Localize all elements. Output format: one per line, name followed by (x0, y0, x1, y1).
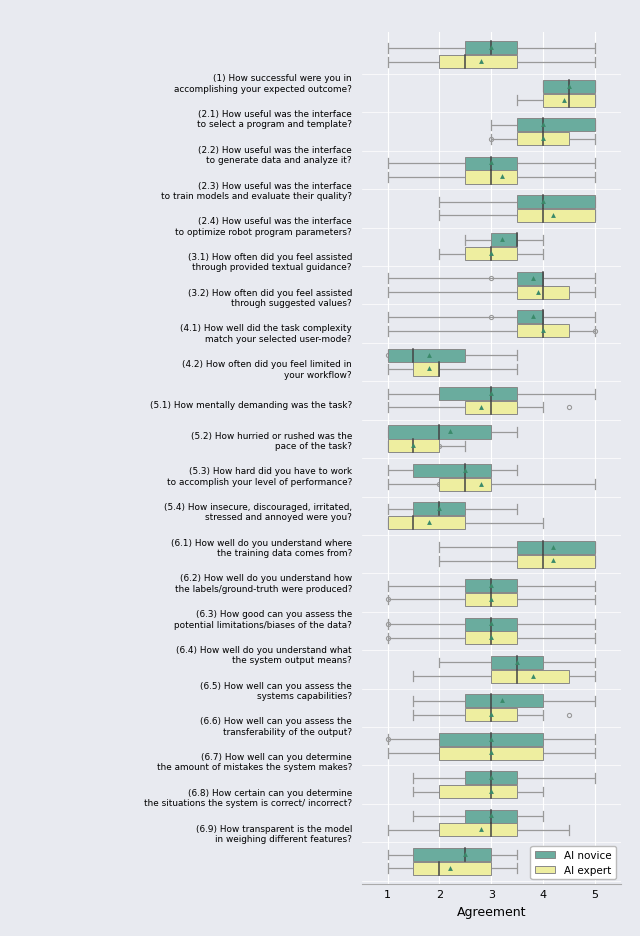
Text: (5.2) How hurried or rushed was the
pace of the task?: (5.2) How hurried or rushed was the pace… (191, 431, 352, 450)
Legend: AI novice, AI expert: AI novice, AI expert (531, 846, 616, 879)
Bar (413, 464, 492, 477)
Bar (517, 119, 595, 132)
Bar (465, 171, 517, 184)
X-axis label: Agreement: Agreement (456, 905, 526, 918)
Bar (543, 80, 595, 94)
Text: (5.4) How insecure, discouraged, irritated,
stressed and annoyed were you?: (5.4) How insecure, discouraged, irritat… (164, 503, 352, 522)
Text: (2.3) How useful was the interface
to train models and evaluate their quality?: (2.3) How useful was the interface to tr… (161, 182, 352, 200)
Bar (388, 349, 465, 362)
Bar (492, 656, 543, 669)
Bar (517, 196, 595, 209)
Text: (6.9) How transparent is the model
in weighing different features?: (6.9) How transparent is the model in we… (196, 824, 352, 843)
Bar (517, 541, 595, 554)
Bar (439, 747, 543, 760)
Text: (3.1) How often did you feel assisted
through provided textual guidance?: (3.1) How often did you feel assisted th… (188, 253, 352, 272)
Text: (2.1) How useful was the interface
to select a program and template?: (2.1) How useful was the interface to se… (197, 110, 352, 129)
Text: (4.1) How well did the task complexity
match your selected user-mode?: (4.1) How well did the task complexity m… (180, 324, 352, 344)
Text: (2.2) How useful was the interface
to generate data and analyze it?: (2.2) How useful was the interface to ge… (198, 146, 352, 165)
Bar (465, 810, 517, 823)
Text: (1) How successful were you in
accomplishing your expected outcome?: (1) How successful were you in accomplis… (174, 74, 352, 94)
Bar (439, 56, 517, 69)
Bar (465, 593, 517, 607)
Bar (388, 517, 465, 530)
Text: (6.6) How well can you assess the
transferability of the output?: (6.6) How well can you assess the transf… (200, 717, 352, 736)
Bar (465, 402, 517, 415)
Bar (413, 503, 465, 516)
Bar (388, 440, 440, 453)
Text: (6.7) How well can you determine
the amount of mistakes the system makes?: (6.7) How well can you determine the amo… (157, 753, 352, 771)
Text: (5.1) How mentally demanding was the task?: (5.1) How mentally demanding was the tas… (150, 401, 352, 410)
Bar (413, 862, 492, 875)
Bar (465, 771, 517, 784)
Bar (517, 311, 543, 324)
Bar (517, 286, 569, 300)
Bar (465, 248, 517, 261)
Text: (6.5) How well can you assess the
systems capabilities?: (6.5) How well can you assess the system… (200, 680, 352, 700)
Text: (6.3) How good can you assess the
potential limitations/biases of the data?: (6.3) How good can you assess the potent… (174, 609, 352, 629)
Text: (6.4) How well do you understand what
the system output means?: (6.4) How well do you understand what th… (177, 645, 352, 665)
Text: (2.4) How useful was the interface
to optimize robot program parameters?: (2.4) How useful was the interface to op… (175, 217, 352, 237)
Text: (6.2) How well do you understand how
the labels/ground-truth were produced?: (6.2) How well do you understand how the… (175, 574, 352, 593)
Bar (413, 848, 492, 861)
Bar (439, 388, 517, 401)
Bar (413, 363, 439, 376)
Bar (517, 272, 543, 285)
Bar (517, 325, 569, 338)
Bar (439, 733, 543, 746)
Text: (3.2) How often did you feel assisted
through suggested values?: (3.2) How often did you feel assisted th… (188, 288, 352, 308)
Text: (6.8) How certain can you determine
the situations the system is correct/ incorr: (6.8) How certain can you determine the … (144, 788, 352, 808)
Bar (465, 579, 517, 592)
Bar (492, 670, 569, 683)
Bar (465, 695, 543, 708)
Text: (6.1) How well do you understand where
the training data comes from?: (6.1) How well do you understand where t… (171, 538, 352, 558)
Bar (543, 95, 595, 108)
Text: (4.2) How often did you feel limited in
your workflow?: (4.2) How often did you feel limited in … (182, 359, 352, 379)
Bar (465, 709, 517, 722)
Bar (388, 426, 492, 439)
Bar (465, 157, 517, 170)
Bar (517, 555, 595, 568)
Bar (439, 785, 517, 798)
Bar (439, 478, 492, 491)
Bar (492, 234, 517, 247)
Bar (465, 632, 517, 645)
Bar (439, 824, 517, 837)
Bar (465, 618, 517, 631)
Text: (5.3) How hard did you have to work
to accomplish your level of performance?: (5.3) How hard did you have to work to a… (166, 467, 352, 486)
Bar (465, 42, 517, 55)
Bar (517, 210, 595, 223)
Bar (517, 133, 569, 146)
